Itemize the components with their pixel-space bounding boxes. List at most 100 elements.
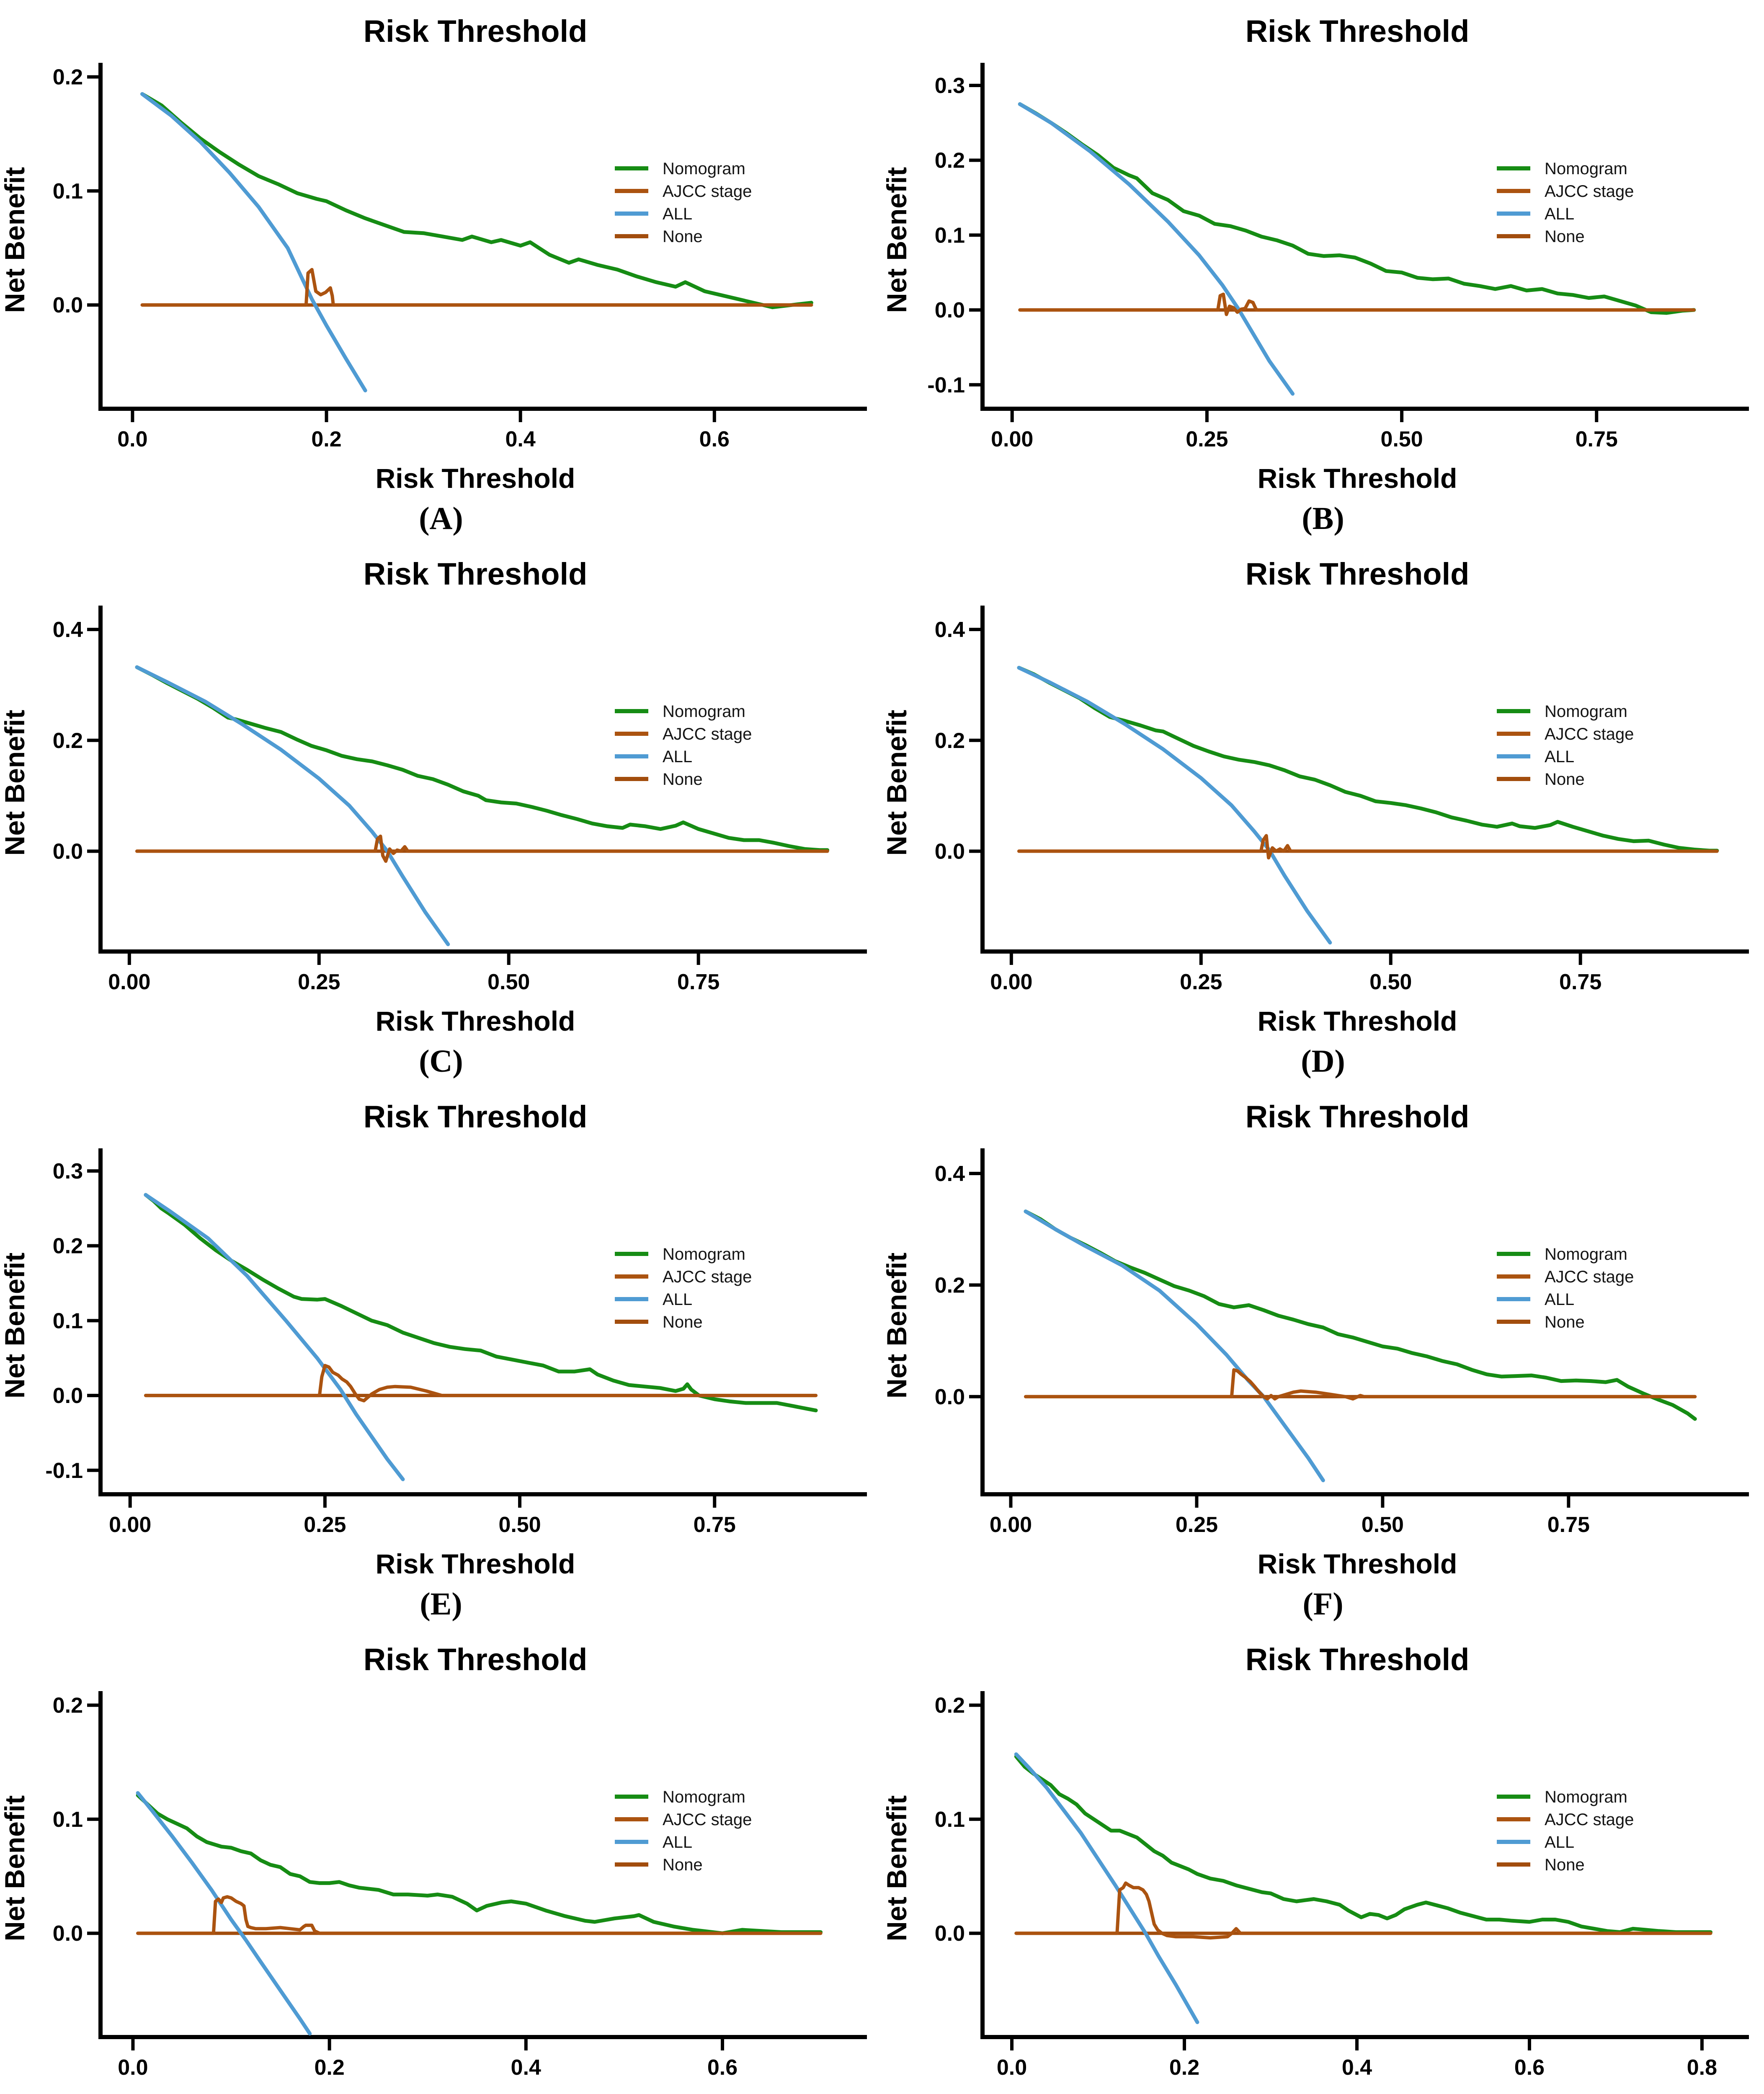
series-line-ajcc-stage (135, 834, 829, 863)
series-line-all (1024, 1209, 1325, 1483)
legend-label-none: None (663, 227, 703, 246)
x-tick-label: 0.25 (304, 1513, 346, 1537)
legend-label-none: None (663, 770, 703, 789)
x-axis-label: Risk Threshold (1258, 2091, 1457, 2094)
y-tick-label: 0.4 (935, 1162, 965, 1186)
panel-g: Risk Threshold 0.0 0.1 0.2 0.0 0.2 0.4 0.6 Risk … (0, 1628, 882, 2094)
chart-title: Risk Threshold (364, 557, 588, 591)
panel-d: Risk Threshold 0.0 0.2 0.4 0.00 0.25 0.50 0.75 R… (882, 543, 1764, 1086)
y-tick-label: 0.0 (53, 293, 83, 317)
legend-label-nomogram: Nomogram (1545, 160, 1627, 178)
y-axis-label: Net Benefit (0, 1795, 30, 1941)
x-tick-label: 0.25 (1186, 427, 1228, 451)
series-line-ajcc-stage (144, 1364, 818, 1403)
x-tick-label: 0.0 (117, 427, 147, 451)
x-tick-label: 0.00 (990, 1513, 1032, 1537)
panel-e: Risk Threshold -0.1 0.0 0.1 0.2 0.3 0.00 0.25 0.… (0, 1086, 882, 1628)
panel-letter-f: (F) (1302, 1586, 1344, 1622)
legend-label-nomogram: Nomogram (1545, 1245, 1627, 1264)
legend-label-all: ALL (1545, 1833, 1574, 1852)
legend-label-nomogram: Nomogram (663, 702, 745, 721)
series-line-all (136, 1791, 312, 2036)
x-tick-label: 0.50 (1369, 970, 1412, 994)
chart-title: Risk Threshold (1246, 14, 1470, 49)
legend-label-none: None (663, 1856, 703, 1874)
y-tick-label: 0.0 (935, 1385, 965, 1409)
y-axis-label: Net Benefit (0, 167, 30, 313)
y-tick-label: -0.1 (45, 1459, 83, 1483)
x-tick-label: 0.50 (498, 1513, 541, 1537)
legend: Nomogram AJCC stage ALL None (615, 160, 752, 246)
dca-chart-h: Risk Threshold 0.0 0.1 0.2 0.0 0.2 0.4 0.6 0.8 Ri… (882, 1642, 1749, 2094)
series-line-ajcc-stage (136, 1895, 823, 1935)
x-tick-label: 0.2 (1169, 2055, 1199, 2080)
legend-label-all: ALL (1545, 205, 1574, 223)
x-tick-label: 0.75 (1576, 427, 1618, 451)
panel-letter-a: (A) (419, 501, 463, 536)
panel-c: Risk Threshold 0.0 0.2 0.4 0.00 0.25 0.50 0.75 R… (0, 543, 882, 1086)
series-line-all (1014, 1752, 1199, 2024)
y-tick-label: 0.1 (53, 1309, 83, 1333)
y-tick-label: 0.0 (53, 1384, 83, 1408)
legend: Nomogram AJCC stage ALL None (1497, 1245, 1634, 1331)
x-tick-label: 0.6 (699, 427, 730, 451)
y-tick-label: 0.4 (53, 618, 83, 642)
x-tick-label: 0.25 (1176, 1513, 1218, 1537)
legend-label-nomogram: Nomogram (1545, 1788, 1627, 1806)
legend-label-nomogram: Nomogram (663, 1245, 745, 1264)
y-axis-label: Net Benefit (882, 710, 912, 856)
x-tick-label: 0.6 (1514, 2055, 1545, 2080)
x-tick-label: 0.75 (694, 1513, 736, 1537)
x-tick-label: 0.4 (511, 2055, 541, 2080)
y-tick-label: 0.0 (53, 839, 83, 864)
x-axis-label: Risk Threshold (376, 2091, 575, 2094)
y-tick-label: 0.1 (935, 223, 965, 248)
panel-f: Risk Threshold 0.0 0.2 0.4 0.00 0.25 0.50 0.75 R… (882, 1086, 1764, 1628)
series-line-all (1018, 102, 1295, 396)
legend-label-all: ALL (663, 1833, 692, 1852)
y-tick-label: 0.2 (935, 1694, 965, 1718)
x-tick-label: 0.8 (1687, 2055, 1717, 2080)
x-tick-label: 0.25 (1180, 970, 1222, 994)
series-line-ajcc-stage (1014, 1881, 1712, 1940)
panel-letter-c: (C) (419, 1044, 463, 1079)
legend-label-ajcc_stage: AJCC stage (663, 182, 752, 201)
chart-title: Risk Threshold (1246, 557, 1470, 591)
legend-label-nomogram: Nomogram (1545, 702, 1627, 721)
legend: Nomogram AJCC stage ALL None (1497, 702, 1634, 789)
x-tick-label: 0.50 (487, 970, 530, 994)
dca-chart-g: Risk Threshold 0.0 0.1 0.2 0.0 0.2 0.4 0.6 Risk … (0, 1642, 867, 2094)
legend-label-all: ALL (663, 205, 692, 223)
dca-chart-a: Risk Threshold 0.0 0.1 0.2 0.0 0.2 0.4 0.6 Risk … (0, 14, 867, 494)
y-tick-label: 0.2 (935, 149, 965, 173)
dca-chart-f: Risk Threshold 0.0 0.2 0.4 0.00 0.25 0.50 0.75 R… (882, 1099, 1749, 1579)
x-tick-label: 0.00 (991, 427, 1033, 451)
y-tick-label: 0.2 (935, 1273, 965, 1297)
legend-label-ajcc_stage: AJCC stage (1545, 182, 1634, 201)
x-axis-label: Risk Threshold (376, 463, 575, 494)
panel-letter-b: (B) (1302, 501, 1344, 536)
x-tick-label: 0.6 (707, 2055, 738, 2080)
series-line-nomogram (135, 665, 830, 852)
y-tick-label: 0.2 (53, 729, 83, 753)
x-tick-label: 0.25 (298, 970, 340, 994)
legend: Nomogram AJCC stage ALL None (615, 702, 752, 789)
legend-label-none: None (1545, 1856, 1585, 1874)
legend-label-all: ALL (1545, 748, 1574, 766)
x-tick-label: 0.50 (1362, 1513, 1404, 1537)
series-line-nomogram (1024, 1209, 1697, 1421)
dca-chart-b: Risk Threshold -0.1 0.0 0.1 0.2 0.3 0.00 0.25 0.… (882, 14, 1749, 494)
y-tick-label: 0.3 (935, 74, 965, 98)
series-line-ajcc-stage (1018, 292, 1696, 316)
legend-label-nomogram: Nomogram (663, 1788, 745, 1806)
dca-chart-d: Risk Threshold 0.0 0.2 0.4 0.00 0.25 0.50 0.75 R… (882, 557, 1749, 1037)
chart-title: Risk Threshold (364, 1642, 588, 1677)
panel-a: Risk Threshold 0.0 0.1 0.2 0.0 0.2 0.4 0.6 Risk … (0, 0, 882, 543)
series-line-all (144, 1193, 405, 1481)
x-tick-label: 0.00 (990, 970, 1032, 994)
y-tick-label: 0.2 (53, 65, 83, 90)
y-tick-label: 0.3 (53, 1159, 83, 1184)
series-line-nomogram (140, 92, 813, 309)
legend: Nomogram AJCC stage ALL None (615, 1788, 752, 1874)
